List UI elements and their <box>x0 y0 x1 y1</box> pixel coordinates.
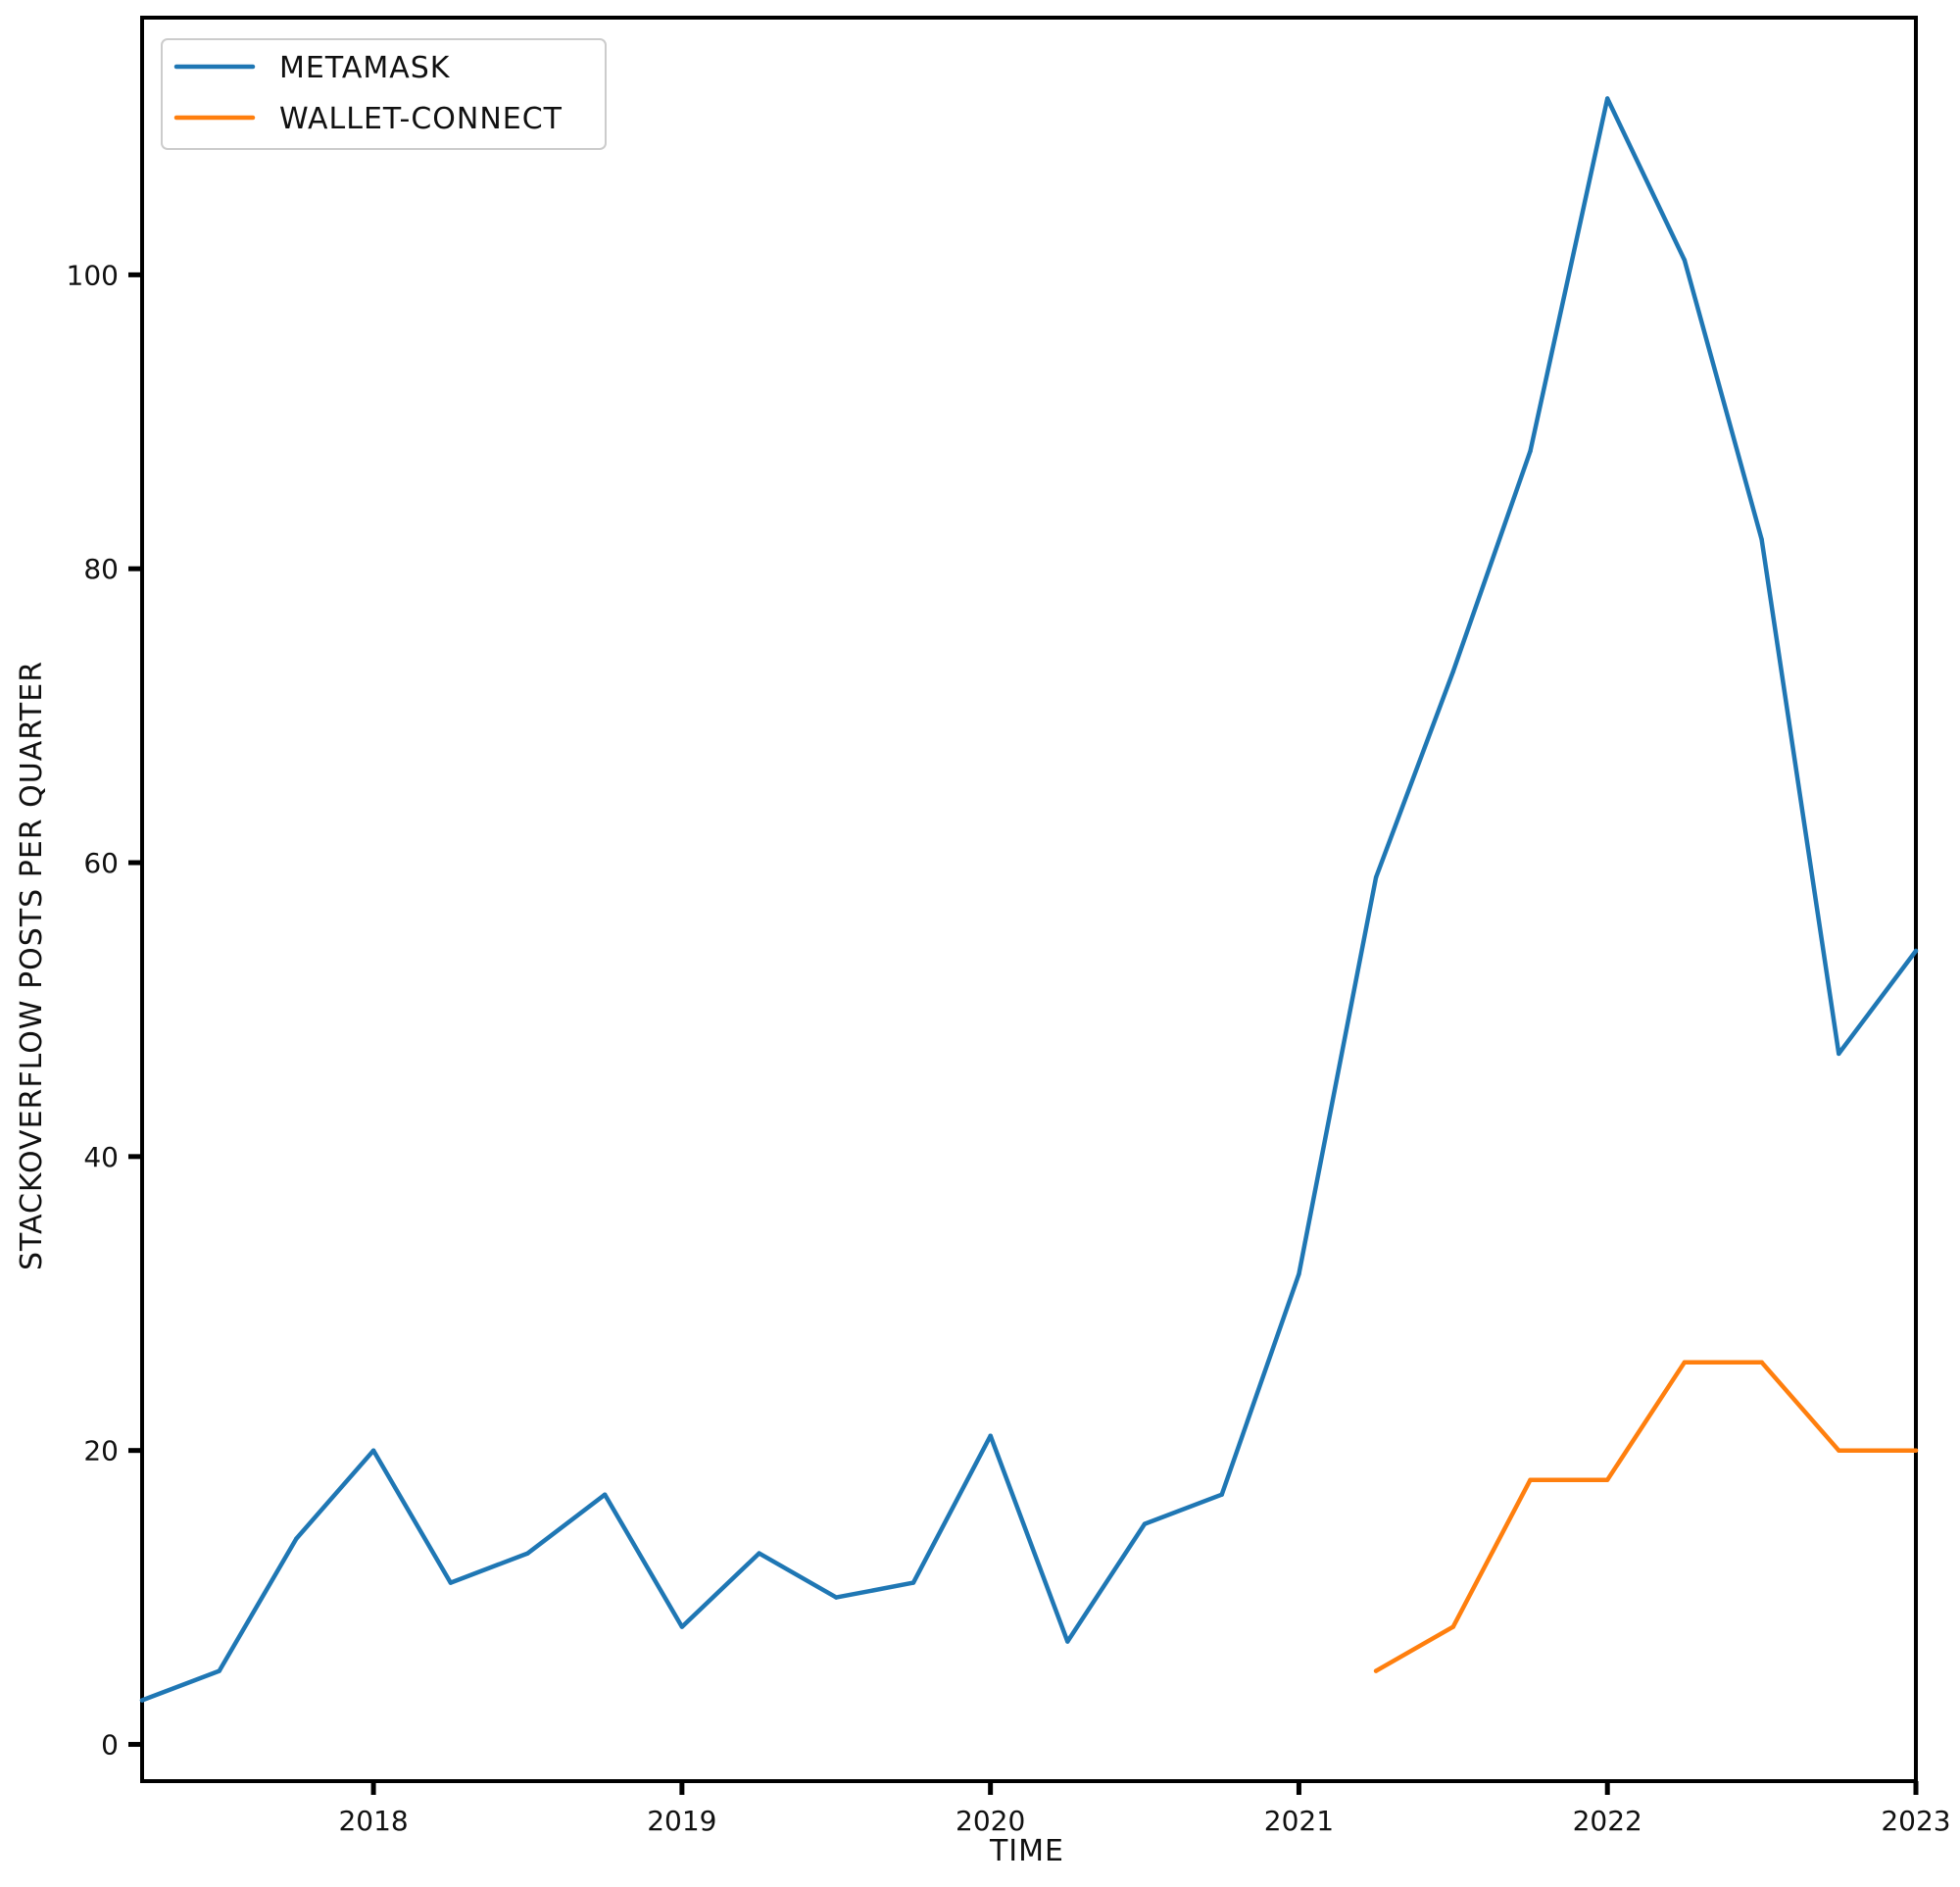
series-layer <box>139 96 1919 1703</box>
data-point-wallet-connect <box>1450 1624 1456 1629</box>
x-axis-label: TIME <box>989 1834 1064 1868</box>
legend: METAMASK WALLET-CONNECT <box>161 38 607 150</box>
data-point-metamask <box>988 1433 993 1438</box>
data-point-metamask <box>679 1624 685 1629</box>
data-point-metamask <box>294 1536 299 1541</box>
data-point-wallet-connect <box>1373 1668 1379 1673</box>
data-point-wallet-connect <box>1837 1448 1841 1453</box>
legend-box <box>161 38 607 150</box>
y-axis-label: STACKOVERFLOW POSTS PER QUARTER <box>15 661 49 1270</box>
data-point-metamask <box>1297 1271 1301 1276</box>
data-point-metamask <box>1759 537 1764 542</box>
data-point-metamask <box>448 1580 453 1585</box>
x-tick-label: 2018 <box>338 1805 408 1837</box>
data-point-metamask <box>602 1492 608 1497</box>
data-point-metamask <box>1450 669 1456 674</box>
data-point-metamask <box>1682 258 1688 263</box>
y-tick-label: 40 <box>83 1141 119 1173</box>
plot-frame <box>140 16 1918 1783</box>
legend-label-metamask: METAMASK <box>279 51 451 85</box>
y-tick-label: 60 <box>83 847 119 879</box>
x-axis-ticks: 2018 2019 2020 2021 2022 2023 <box>338 1781 1951 1837</box>
legend-label-wallet-connect: WALLET-CONNECT <box>279 102 563 136</box>
x-tick-label: 2021 <box>1264 1805 1334 1837</box>
data-point-wallet-connect <box>1528 1477 1533 1482</box>
y-tick-label: 80 <box>83 553 119 585</box>
x-tick-label: 2020 <box>956 1805 1025 1837</box>
plot-border <box>140 16 1918 1783</box>
data-point-wallet-connect <box>1759 1360 1764 1365</box>
y-axis-ticks: 0 20 40 60 80 100 <box>67 259 142 1762</box>
data-point-metamask <box>1605 96 1610 101</box>
x-tick-label: 2019 <box>647 1805 716 1837</box>
data-point-metamask <box>1373 874 1379 880</box>
y-tick-label: 100 <box>67 259 119 291</box>
x-tick-label: 2023 <box>1881 1805 1950 1837</box>
series-line-wallet-connect <box>1373 1360 1919 1673</box>
data-point-metamask <box>1219 1492 1224 1497</box>
y-tick-label: 20 <box>83 1435 119 1467</box>
data-point-metamask <box>1142 1521 1148 1526</box>
data-point-wallet-connect <box>1682 1360 1688 1365</box>
data-point-metamask <box>757 1551 761 1556</box>
y-tick-label: 0 <box>101 1729 119 1762</box>
data-point-wallet-connect <box>1605 1477 1610 1482</box>
data-point-metamask <box>139 1698 145 1703</box>
data-point-metamask <box>1913 948 1919 954</box>
data-point-wallet-connect <box>1913 1448 1919 1453</box>
data-point-metamask <box>834 1595 839 1600</box>
data-point-metamask <box>370 1448 376 1453</box>
data-point-metamask <box>1065 1639 1070 1644</box>
data-point-metamask <box>217 1668 221 1673</box>
data-point-metamask <box>525 1551 530 1556</box>
x-tick-label: 2022 <box>1573 1805 1642 1837</box>
data-point-metamask <box>910 1580 916 1585</box>
series-line-metamask <box>139 96 1919 1703</box>
data-point-metamask <box>1528 449 1533 454</box>
data-point-metamask <box>1837 1051 1841 1057</box>
